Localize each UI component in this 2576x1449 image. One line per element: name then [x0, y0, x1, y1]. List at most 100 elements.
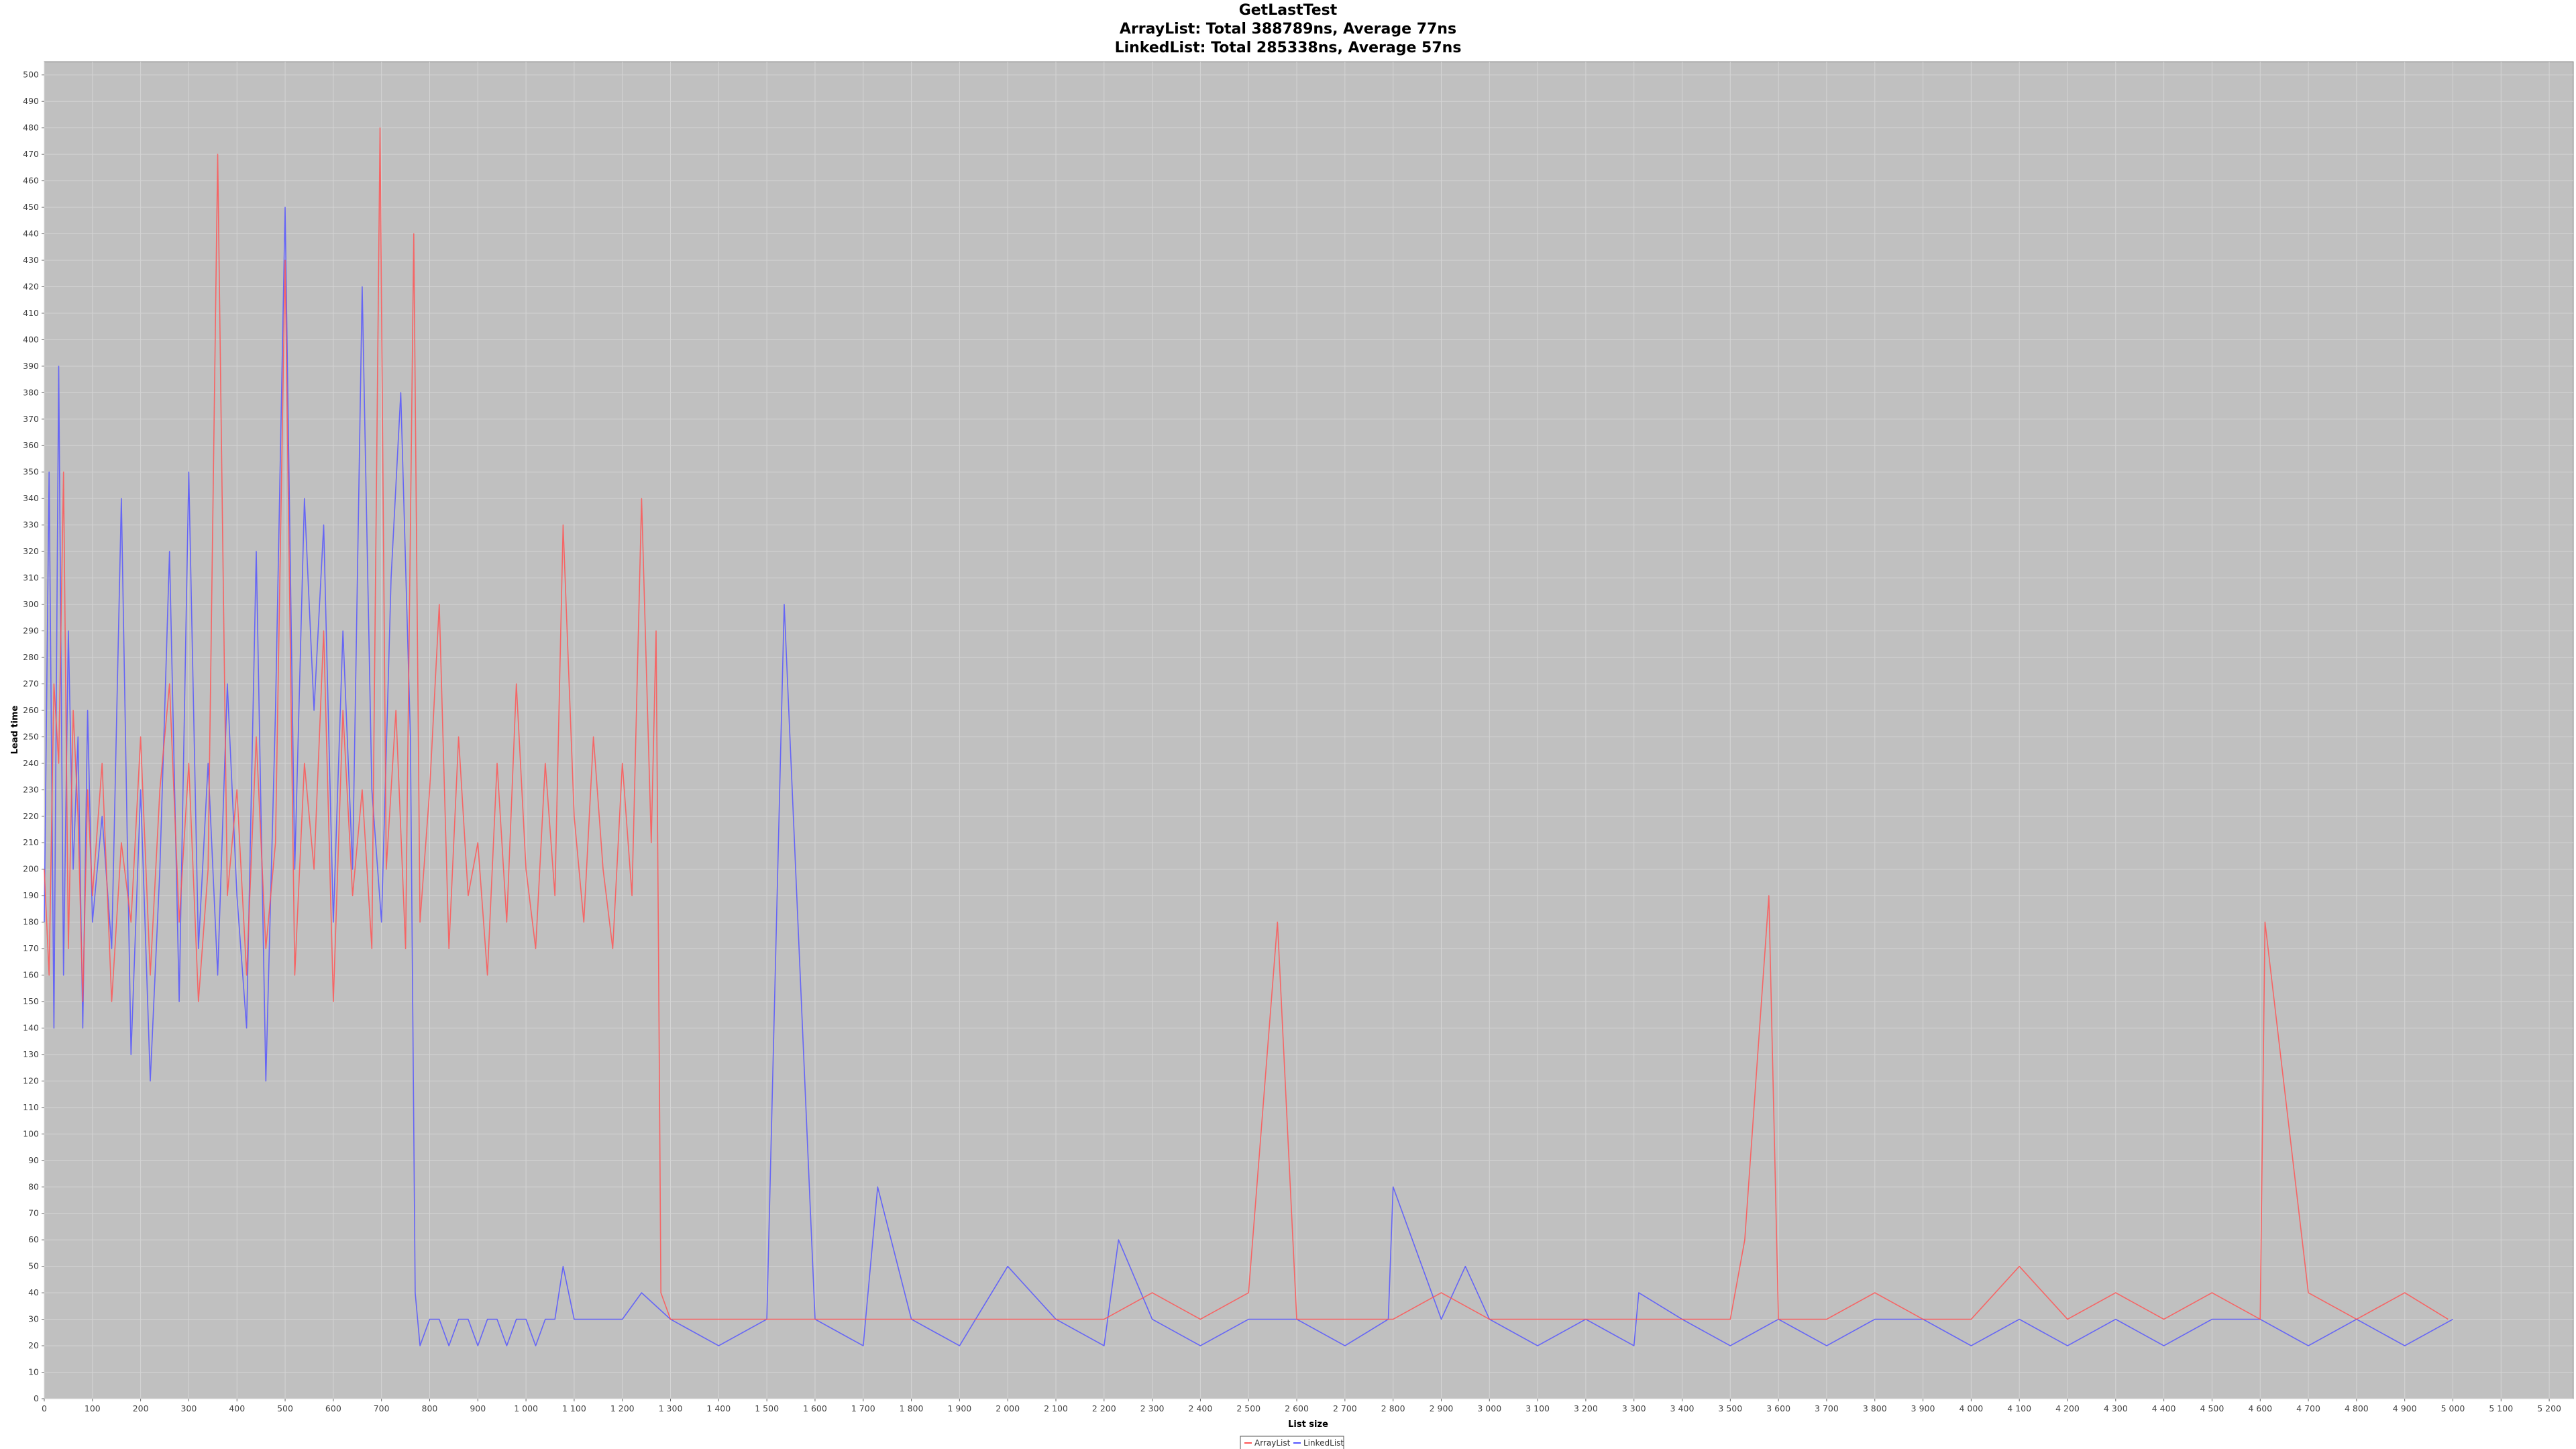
- y-tick-label: 430: [23, 255, 39, 265]
- y-tick-label: 150: [23, 996, 39, 1006]
- y-tick-label: 160: [23, 970, 39, 980]
- y-tick-label: 180: [23, 917, 39, 927]
- y-tick-label: 360: [23, 440, 39, 450]
- y-tick-label: 420: [23, 281, 39, 291]
- y-tick-label: 10: [28, 1367, 39, 1377]
- y-tick-label: 230: [23, 784, 39, 794]
- x-tick-label: 3 100: [1525, 1403, 1550, 1413]
- x-tick-label: 900: [470, 1403, 486, 1413]
- y-tick-label: 500: [23, 70, 39, 80]
- x-tick-label: 1 300: [659, 1403, 683, 1413]
- y-tick-label: 140: [23, 1022, 39, 1032]
- x-tick-label: 2 200: [1092, 1403, 1116, 1413]
- y-tick-label: 130: [23, 1049, 39, 1059]
- x-tick-label: 1 500: [755, 1403, 779, 1413]
- y-tick-label: 490: [23, 96, 39, 106]
- x-tick-label: 1 900: [947, 1403, 971, 1413]
- x-tick-label: 2 700: [1333, 1403, 1357, 1413]
- x-tick-label: 3 700: [1815, 1403, 1839, 1413]
- legend-label-linkedlist: LinkedList: [1303, 1438, 1344, 1448]
- y-tick-label: 190: [23, 890, 39, 900]
- series-line-arraylist: [44, 127, 2449, 1320]
- y-tick-label: 290: [23, 626, 39, 636]
- y-tick-label: 50: [28, 1261, 39, 1271]
- y-tick-label: 0: [34, 1393, 39, 1403]
- x-tick-label: 1 600: [803, 1403, 827, 1413]
- x-tick-label: 1 800: [900, 1403, 924, 1413]
- x-tick-label: 1 000: [514, 1403, 538, 1413]
- y-tick-label: 470: [23, 149, 39, 159]
- y-tick-label: 170: [23, 943, 39, 953]
- y-tick-label: 60: [28, 1234, 39, 1244]
- x-tick-label: 200: [133, 1403, 149, 1413]
- y-tick-label: 400: [23, 334, 39, 344]
- legend-box: [1240, 1436, 1344, 1449]
- x-tick-label: 5 000: [2441, 1403, 2465, 1413]
- y-tick-label: 380: [23, 387, 39, 397]
- y-tick-label: 40: [28, 1287, 39, 1297]
- x-tick-label: 1 400: [706, 1403, 731, 1413]
- y-tick-label: 220: [23, 811, 39, 821]
- legend-label-arraylist: ArrayList: [1254, 1438, 1291, 1448]
- x-tick-label: 4 700: [2296, 1403, 2320, 1413]
- x-tick-label: 2 900: [1430, 1403, 1454, 1413]
- y-tick-label: 330: [23, 520, 39, 530]
- y-tick-label: 110: [23, 1102, 39, 1112]
- y-tick-label: 90: [28, 1155, 39, 1165]
- x-tick-label: 4 100: [2007, 1403, 2031, 1413]
- x-tick-label: 800: [422, 1403, 438, 1413]
- x-tick-label: 1 100: [562, 1403, 586, 1413]
- y-tick-label: 100: [23, 1128, 39, 1138]
- y-tick-label: 240: [23, 758, 39, 768]
- series-line-linkedlist: [44, 207, 2453, 1346]
- x-tick-label: 3 800: [1863, 1403, 1887, 1413]
- y-tick-label: 340: [23, 493, 39, 503]
- y-tick-label: 70: [28, 1208, 39, 1218]
- y-tick-label: 350: [23, 467, 39, 477]
- y-tick-label: 310: [23, 573, 39, 583]
- y-tick-label: 440: [23, 229, 39, 239]
- x-tick-label: 2 000: [996, 1403, 1020, 1413]
- y-tick-label: 30: [28, 1314, 39, 1324]
- x-tick-label: 3 500: [1718, 1403, 1742, 1413]
- y-tick-label: 250: [23, 731, 39, 741]
- x-tick-label: 400: [229, 1403, 245, 1413]
- y-tick-label: 300: [23, 599, 39, 609]
- x-tick-label: 4 600: [2248, 1403, 2272, 1413]
- y-tick-label: 210: [23, 837, 39, 847]
- x-tick-label: 5 200: [2537, 1403, 2561, 1413]
- y-tick-label: 280: [23, 652, 39, 662]
- x-tick-label: 4 000: [1959, 1403, 1983, 1413]
- x-tick-label: 5 100: [2489, 1403, 2513, 1413]
- x-tick-label: 3 900: [1911, 1403, 1935, 1413]
- y-tick-label: 480: [23, 123, 39, 133]
- legend: ArrayList LinkedList: [1240, 1436, 1344, 1449]
- y-tick-label: 370: [23, 414, 39, 424]
- x-tick-label: 3 300: [1622, 1403, 1646, 1413]
- x-tick-label: 600: [325, 1403, 341, 1413]
- x-tick-label: 100: [85, 1403, 101, 1413]
- x-tick-label: 3 000: [1477, 1403, 1501, 1413]
- y-tick-label: 20: [28, 1340, 39, 1350]
- x-tick-label: 1 200: [610, 1403, 635, 1413]
- y-tick-label: 270: [23, 678, 39, 688]
- x-tick-label: 2 600: [1285, 1403, 1309, 1413]
- y-axis-label: Lead time: [10, 705, 20, 754]
- gridlines: [44, 62, 2573, 1399]
- x-axis-label: List size: [1288, 1419, 1328, 1430]
- x-tick-label: 4 400: [2152, 1403, 2176, 1413]
- y-tick-label: 120: [23, 1075, 39, 1085]
- axes: 0 10 20 30 40 50 60 70 80 90 100 110 120 130 140 150 160…: [23, 70, 2561, 1413]
- y-tick-label: 320: [23, 546, 39, 556]
- series-layer: [44, 127, 2453, 1346]
- chart-subtitle-linkedlist: LinkedList: Total 285338ns, Average 57ns: [1115, 40, 1462, 56]
- chart-subtitle-arraylist: ArrayList: Total 388789ns, Average 77ns: [1120, 21, 1456, 38]
- y-tick-label: 450: [23, 202, 39, 212]
- x-tick-label: 0: [42, 1403, 47, 1413]
- plot-area: [44, 61, 2574, 1399]
- x-tick-label: 4 800: [2345, 1403, 2369, 1413]
- x-tick-label: 700: [374, 1403, 390, 1413]
- y-tick-label: 390: [23, 361, 39, 371]
- y-tick-label: 260: [23, 705, 39, 715]
